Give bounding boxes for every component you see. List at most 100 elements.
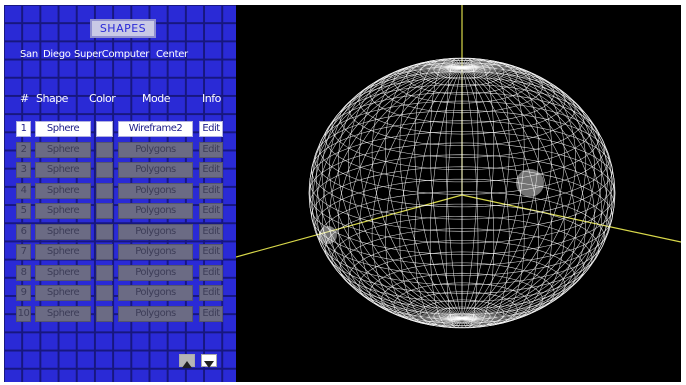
longitude-meridian	[414, 67, 463, 328]
edit-button[interactable]: Edit	[199, 121, 223, 137]
longitude-meridian	[461, 57, 479, 319]
longitude-meridian	[385, 67, 463, 326]
shape-number[interactable]: 6	[16, 223, 31, 240]
shape-type-field[interactable]: Sphere	[35, 285, 91, 301]
shape-type-field[interactable]: Sphere	[35, 244, 91, 260]
shape-color-swatch[interactable]	[96, 244, 113, 260]
shape-color-swatch[interactable]	[96, 182, 113, 199]
longitude-meridian	[461, 62, 576, 319]
shape-type-field[interactable]: Sphere	[35, 162, 91, 178]
shape-color-swatch[interactable]	[96, 162, 113, 178]
shape-color-swatch[interactable]	[96, 121, 113, 137]
shape-row[interactable]: 5 Sphere Polygons Edit	[4, 203, 236, 223]
shape-row[interactable]: 7 Sphere Polygons Edit	[4, 244, 236, 264]
shape-row[interactable]: 3 Sphere Polygons Edit	[4, 162, 236, 182]
shape-number[interactable]: 1	[16, 121, 31, 137]
wireframe-sphere-render	[235, 5, 681, 382]
credit-san: San	[20, 49, 38, 60]
shape-row[interactable]: 2 Sphere Polygons Edit	[4, 141, 236, 162]
shape-type-field[interactable]: Sphere	[35, 305, 91, 322]
longitude-meridian	[461, 62, 565, 319]
longitude-meridian	[461, 67, 608, 320]
shape-number[interactable]: 8	[16, 264, 31, 281]
edit-button[interactable]: Edit	[199, 141, 223, 158]
shape-mode-field[interactable]: Polygons	[118, 264, 193, 281]
shape-row[interactable]: 1 Sphere Wireframe2 Edit	[4, 121, 236, 141]
longitude-meridian	[309, 67, 463, 319]
shape-number[interactable]: 7	[16, 244, 31, 260]
shape-number[interactable]: 2	[16, 141, 31, 158]
shape-row[interactable]: 4 Sphere Polygons Edit	[4, 182, 236, 203]
shapes-panel: SHAPES San Diego SuperComputer Center # …	[4, 5, 236, 382]
shape-color-swatch[interactable]	[96, 223, 113, 240]
shape-mode-field[interactable]: Polygons	[118, 141, 193, 158]
shape-mode-field[interactable]: Polygons	[118, 305, 193, 322]
sphere-wire-mesh	[308, 57, 616, 329]
longitude-meridian	[308, 67, 463, 319]
credit-center: Center	[156, 49, 188, 60]
shape-mode-field[interactable]: Polygons	[118, 223, 193, 240]
shape-number[interactable]: 9	[16, 285, 31, 301]
longitude-meridian	[461, 67, 495, 328]
scroll-up-button[interactable]	[179, 354, 195, 368]
longitude-meridian	[371, 67, 463, 326]
longitude-meridian	[461, 67, 587, 322]
longitude-meridian	[461, 65, 603, 319]
longitude-meridian	[461, 60, 539, 319]
longitude-meridian	[316, 67, 463, 320]
shape-mode-field[interactable]: Wireframe2	[118, 121, 193, 137]
z-axis-line	[461, 194, 681, 243]
shape-number[interactable]: 4	[16, 182, 31, 199]
specular-highlight	[319, 226, 337, 244]
col-header-color: Color	[89, 92, 116, 105]
specular-highlight	[516, 169, 544, 197]
triangle-down-icon	[204, 361, 214, 368]
col-header-info: Info	[202, 92, 221, 105]
shape-mode-field[interactable]: Polygons	[118, 203, 193, 219]
shape-mode-field[interactable]: Polygons	[118, 162, 193, 178]
shape-type-field[interactable]: Sphere	[35, 203, 91, 219]
shape-type-field[interactable]: Sphere	[35, 141, 91, 158]
shape-number[interactable]: 5	[16, 203, 31, 219]
longitude-meridian	[461, 67, 595, 322]
shape-mode-field[interactable]: Polygons	[118, 244, 193, 260]
shape-number[interactable]: 10	[16, 305, 31, 322]
edit-button[interactable]: Edit	[199, 223, 223, 240]
app-window: SHAPES San Diego SuperComputer Center # …	[4, 5, 681, 382]
edit-button[interactable]: Edit	[199, 244, 223, 260]
shape-type-field[interactable]: Sphere	[35, 223, 91, 240]
edit-button[interactable]: Edit	[199, 162, 223, 178]
shape-number[interactable]: 3	[16, 162, 31, 178]
shape-color-swatch[interactable]	[96, 285, 113, 301]
longitude-meridian	[461, 58, 510, 319]
longitude-meridian	[461, 66, 608, 319]
longitude-meridian	[429, 58, 463, 319]
longitude-meridian	[445, 67, 463, 329]
shapes-title-button[interactable]: SHAPES	[90, 19, 156, 38]
shape-type-field[interactable]: Sphere	[35, 264, 91, 281]
longitude-meridian	[461, 58, 495, 319]
shape-row[interactable]: 9 Sphere Polygons Edit	[4, 285, 236, 305]
shape-type-field[interactable]: Sphere	[35, 121, 91, 137]
shape-color-swatch[interactable]	[96, 264, 113, 281]
3d-viewport[interactable]	[235, 5, 681, 382]
shape-row[interactable]: 10 Sphere Polygons Edit	[4, 305, 236, 326]
shape-row[interactable]: 6 Sphere Polygons Edit	[4, 223, 236, 244]
shape-color-swatch[interactable]	[96, 203, 113, 219]
shape-mode-field[interactable]: Polygons	[118, 182, 193, 199]
x-axis-line	[235, 194, 463, 258]
shape-mode-field[interactable]: Polygons	[118, 285, 193, 301]
longitude-meridian	[461, 67, 616, 319]
edit-button[interactable]: Edit	[199, 305, 223, 322]
shape-type-field[interactable]: Sphere	[35, 182, 91, 199]
edit-button[interactable]: Edit	[199, 203, 223, 219]
edit-button[interactable]: Edit	[199, 182, 223, 199]
longitude-meridian	[337, 64, 463, 319]
shape-row[interactable]: 8 Sphere Polygons Edit	[4, 264, 236, 285]
scroll-down-button[interactable]	[201, 354, 217, 368]
edit-button[interactable]: Edit	[199, 264, 223, 281]
longitude-meridian	[359, 67, 463, 324]
edit-button[interactable]: Edit	[199, 285, 223, 301]
shape-color-swatch[interactable]	[96, 305, 113, 322]
shape-color-swatch[interactable]	[96, 141, 113, 158]
